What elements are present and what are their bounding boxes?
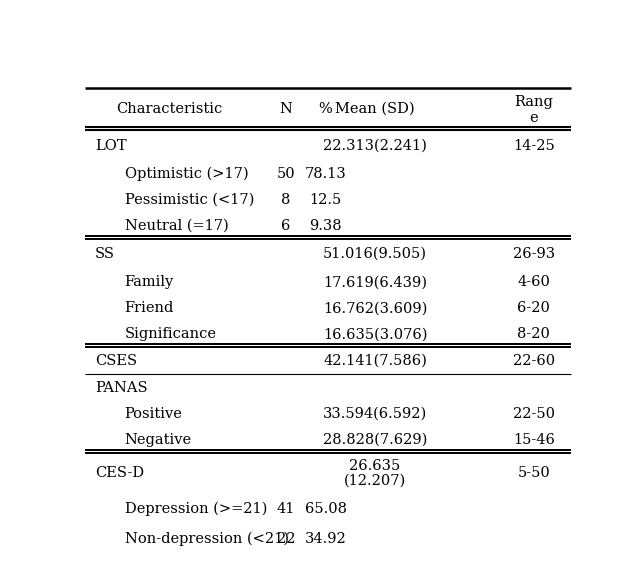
Text: 16.635(3.076): 16.635(3.076) xyxy=(323,327,428,341)
Text: 17.619(6.439): 17.619(6.439) xyxy=(323,275,427,289)
Text: 9.38: 9.38 xyxy=(309,219,342,233)
Text: 5-50: 5-50 xyxy=(518,466,550,480)
Text: Pessimistic (<17): Pessimistic (<17) xyxy=(125,193,254,207)
Text: 22-50: 22-50 xyxy=(513,407,555,421)
Text: 4-60: 4-60 xyxy=(517,275,550,289)
Text: 8: 8 xyxy=(281,193,291,207)
Text: 65.08: 65.08 xyxy=(305,502,346,516)
Text: LOT: LOT xyxy=(95,139,127,152)
Text: Neutral (=17): Neutral (=17) xyxy=(125,219,228,233)
Text: Positive: Positive xyxy=(125,407,182,421)
Text: CSES: CSES xyxy=(95,354,137,368)
Text: e: e xyxy=(529,111,538,125)
Text: Mean (SD): Mean (SD) xyxy=(335,102,415,116)
Text: 78.13: 78.13 xyxy=(305,167,346,181)
Text: Characteristic: Characteristic xyxy=(116,102,223,116)
Text: PANAS: PANAS xyxy=(95,381,147,395)
Text: 6-20: 6-20 xyxy=(517,301,550,315)
Text: 51.016(9.505): 51.016(9.505) xyxy=(323,247,427,261)
Text: 22: 22 xyxy=(276,532,295,546)
Text: CES-D: CES-D xyxy=(95,466,144,480)
Text: 15-46: 15-46 xyxy=(513,433,555,447)
Text: Non-depression (<21): Non-depression (<21) xyxy=(125,532,289,546)
Text: %: % xyxy=(319,102,332,116)
Text: Friend: Friend xyxy=(125,301,174,315)
Text: 22-60: 22-60 xyxy=(513,354,555,368)
Text: 26-93: 26-93 xyxy=(513,247,555,261)
Text: (12.207): (12.207) xyxy=(344,473,406,488)
Text: Negative: Negative xyxy=(125,433,192,447)
Text: Significance: Significance xyxy=(125,327,216,341)
Text: SS: SS xyxy=(95,247,115,261)
Text: 22.313(2.241): 22.313(2.241) xyxy=(323,139,427,152)
Text: 28.828(7.629): 28.828(7.629) xyxy=(323,433,428,447)
Text: Depression (>=21): Depression (>=21) xyxy=(125,501,267,516)
Text: 26.635: 26.635 xyxy=(349,459,401,473)
Text: 33.594(6.592): 33.594(6.592) xyxy=(323,407,428,421)
Text: N: N xyxy=(280,102,292,116)
Text: Family: Family xyxy=(125,275,174,289)
Text: Rang: Rang xyxy=(515,95,553,109)
Text: 16.762(3.609): 16.762(3.609) xyxy=(323,301,428,315)
Text: Optimistic (>17): Optimistic (>17) xyxy=(125,166,248,181)
Text: 14-25: 14-25 xyxy=(513,139,555,152)
Text: 42.141(7.586): 42.141(7.586) xyxy=(323,354,427,368)
Text: 6: 6 xyxy=(281,219,291,233)
Text: 41: 41 xyxy=(276,502,295,516)
Text: 50: 50 xyxy=(276,167,295,181)
Text: 34.92: 34.92 xyxy=(305,532,346,546)
Text: 12.5: 12.5 xyxy=(309,193,342,207)
Text: 8-20: 8-20 xyxy=(517,327,550,341)
